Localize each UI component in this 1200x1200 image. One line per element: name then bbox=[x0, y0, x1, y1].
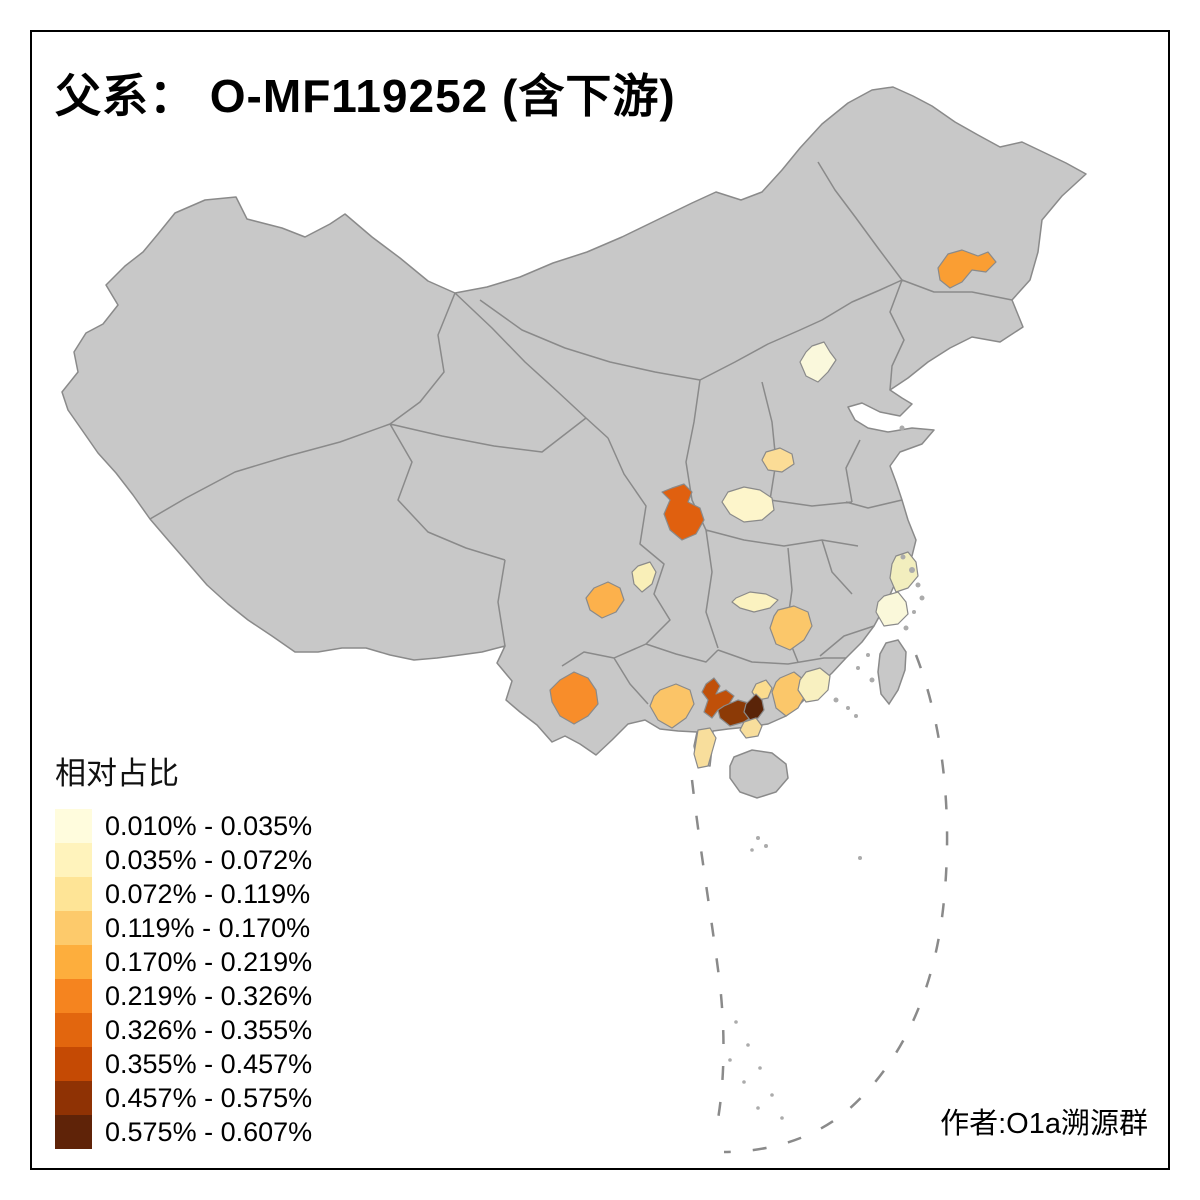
legend-label: 0.575% - 0.607% bbox=[105, 1117, 313, 1147]
region-shanxi-south bbox=[761, 447, 795, 473]
legend-label: 0.119% - 0.170% bbox=[105, 913, 311, 943]
region-guangdong-maoming-south bbox=[739, 717, 763, 739]
highlighted-regions bbox=[549, 249, 997, 769]
legend-label: 0.035% - 0.072% bbox=[105, 845, 313, 875]
region-sichuan-chengdu bbox=[585, 581, 625, 619]
legend-label: 0.170% - 0.219% bbox=[105, 947, 313, 977]
small-islands bbox=[728, 425, 925, 1120]
page-title: 父系： O-MF119252 (含下游) bbox=[55, 70, 676, 122]
region-zhejiang-north bbox=[889, 551, 919, 593]
legend-item: 0.355% - 0.457% bbox=[55, 1047, 312, 1081]
legend-label: 0.010% - 0.035% bbox=[105, 811, 313, 841]
hainan-island bbox=[729, 749, 789, 799]
legend-title: 相对占比 bbox=[55, 756, 179, 791]
legend-swatch bbox=[55, 877, 92, 911]
region-hubei-central bbox=[731, 591, 779, 613]
legend-label: 0.355% - 0.457% bbox=[105, 1049, 313, 1079]
legend-swatch bbox=[55, 843, 92, 877]
legend-swatch bbox=[55, 1115, 92, 1149]
legend-swatch bbox=[55, 1081, 92, 1115]
legend-item: 0.457% - 0.575% bbox=[55, 1081, 312, 1115]
region-shaanxi-south bbox=[661, 483, 705, 541]
legend-item: 0.326% - 0.355% bbox=[55, 1013, 312, 1047]
legend-label: 0.219% - 0.326% bbox=[105, 981, 313, 1011]
legend-item: 0.119% - 0.170% bbox=[55, 911, 312, 945]
legend-swatch bbox=[55, 1013, 92, 1047]
legend-item: 0.170% - 0.219% bbox=[55, 945, 312, 979]
region-guangxi-central bbox=[649, 683, 695, 729]
legend: 相对占比 0.010% - 0.035% 0.035% - 0.072% 0.072… bbox=[55, 748, 312, 1149]
region-guangdong-central-pale bbox=[797, 667, 831, 703]
region-guangdong-far-west bbox=[743, 693, 765, 721]
legend-swatch bbox=[55, 1047, 92, 1081]
legend-label: 0.326% - 0.355% bbox=[105, 1015, 313, 1045]
region-heilongjiang-harbin bbox=[937, 249, 997, 289]
attribution: 作者:O1a溯源群 bbox=[940, 1108, 1148, 1140]
legend-swatch bbox=[55, 809, 92, 843]
legend-item: 0.035% - 0.072% bbox=[55, 843, 312, 877]
nine-dash-line bbox=[690, 654, 949, 1154]
legend-swatch bbox=[55, 911, 92, 945]
plot-frame bbox=[30, 30, 1170, 1170]
region-henan-west bbox=[721, 486, 775, 523]
region-guangdong-leizhou bbox=[693, 727, 717, 769]
legend-item: 0.219% - 0.326% bbox=[55, 979, 312, 1013]
region-beijing bbox=[799, 341, 837, 383]
legend-item: 0.072% - 0.119% bbox=[55, 877, 312, 911]
legend-label: 0.457% - 0.575% bbox=[105, 1083, 313, 1113]
region-guangdong-west-central bbox=[771, 671, 807, 717]
legend-item: 0.575% - 0.607% bbox=[55, 1115, 312, 1149]
region-yunnan-southwest bbox=[549, 671, 599, 725]
region-zhejiang-south bbox=[875, 591, 909, 627]
legend-item: 0.010% - 0.035% bbox=[55, 809, 312, 843]
region-sichuan-northeast-small bbox=[631, 561, 657, 593]
legend-label: 0.072% - 0.119% bbox=[105, 879, 311, 909]
legend-swatch bbox=[55, 979, 92, 1013]
legend-swatch bbox=[55, 945, 92, 979]
region-hunan-north bbox=[769, 605, 813, 651]
taiwan-island bbox=[877, 639, 907, 706]
legend-items: 0.010% - 0.035% 0.035% - 0.072% 0.072% - 0… bbox=[55, 809, 312, 1149]
